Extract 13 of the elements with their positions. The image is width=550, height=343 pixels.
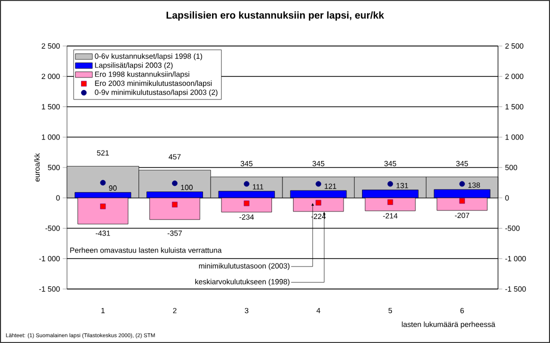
point [100, 180, 106, 186]
point [316, 181, 322, 187]
point [459, 181, 465, 187]
point [387, 199, 394, 205]
chart-title: Lapsilisien ero kustannuksiin per lapsi, eur/kk [166, 11, 384, 21]
point [172, 180, 178, 186]
point [316, 200, 322, 206]
point [100, 204, 106, 210]
point [387, 181, 394, 187]
point [244, 181, 250, 187]
point [172, 202, 178, 208]
point [459, 198, 465, 204]
point [244, 200, 250, 206]
